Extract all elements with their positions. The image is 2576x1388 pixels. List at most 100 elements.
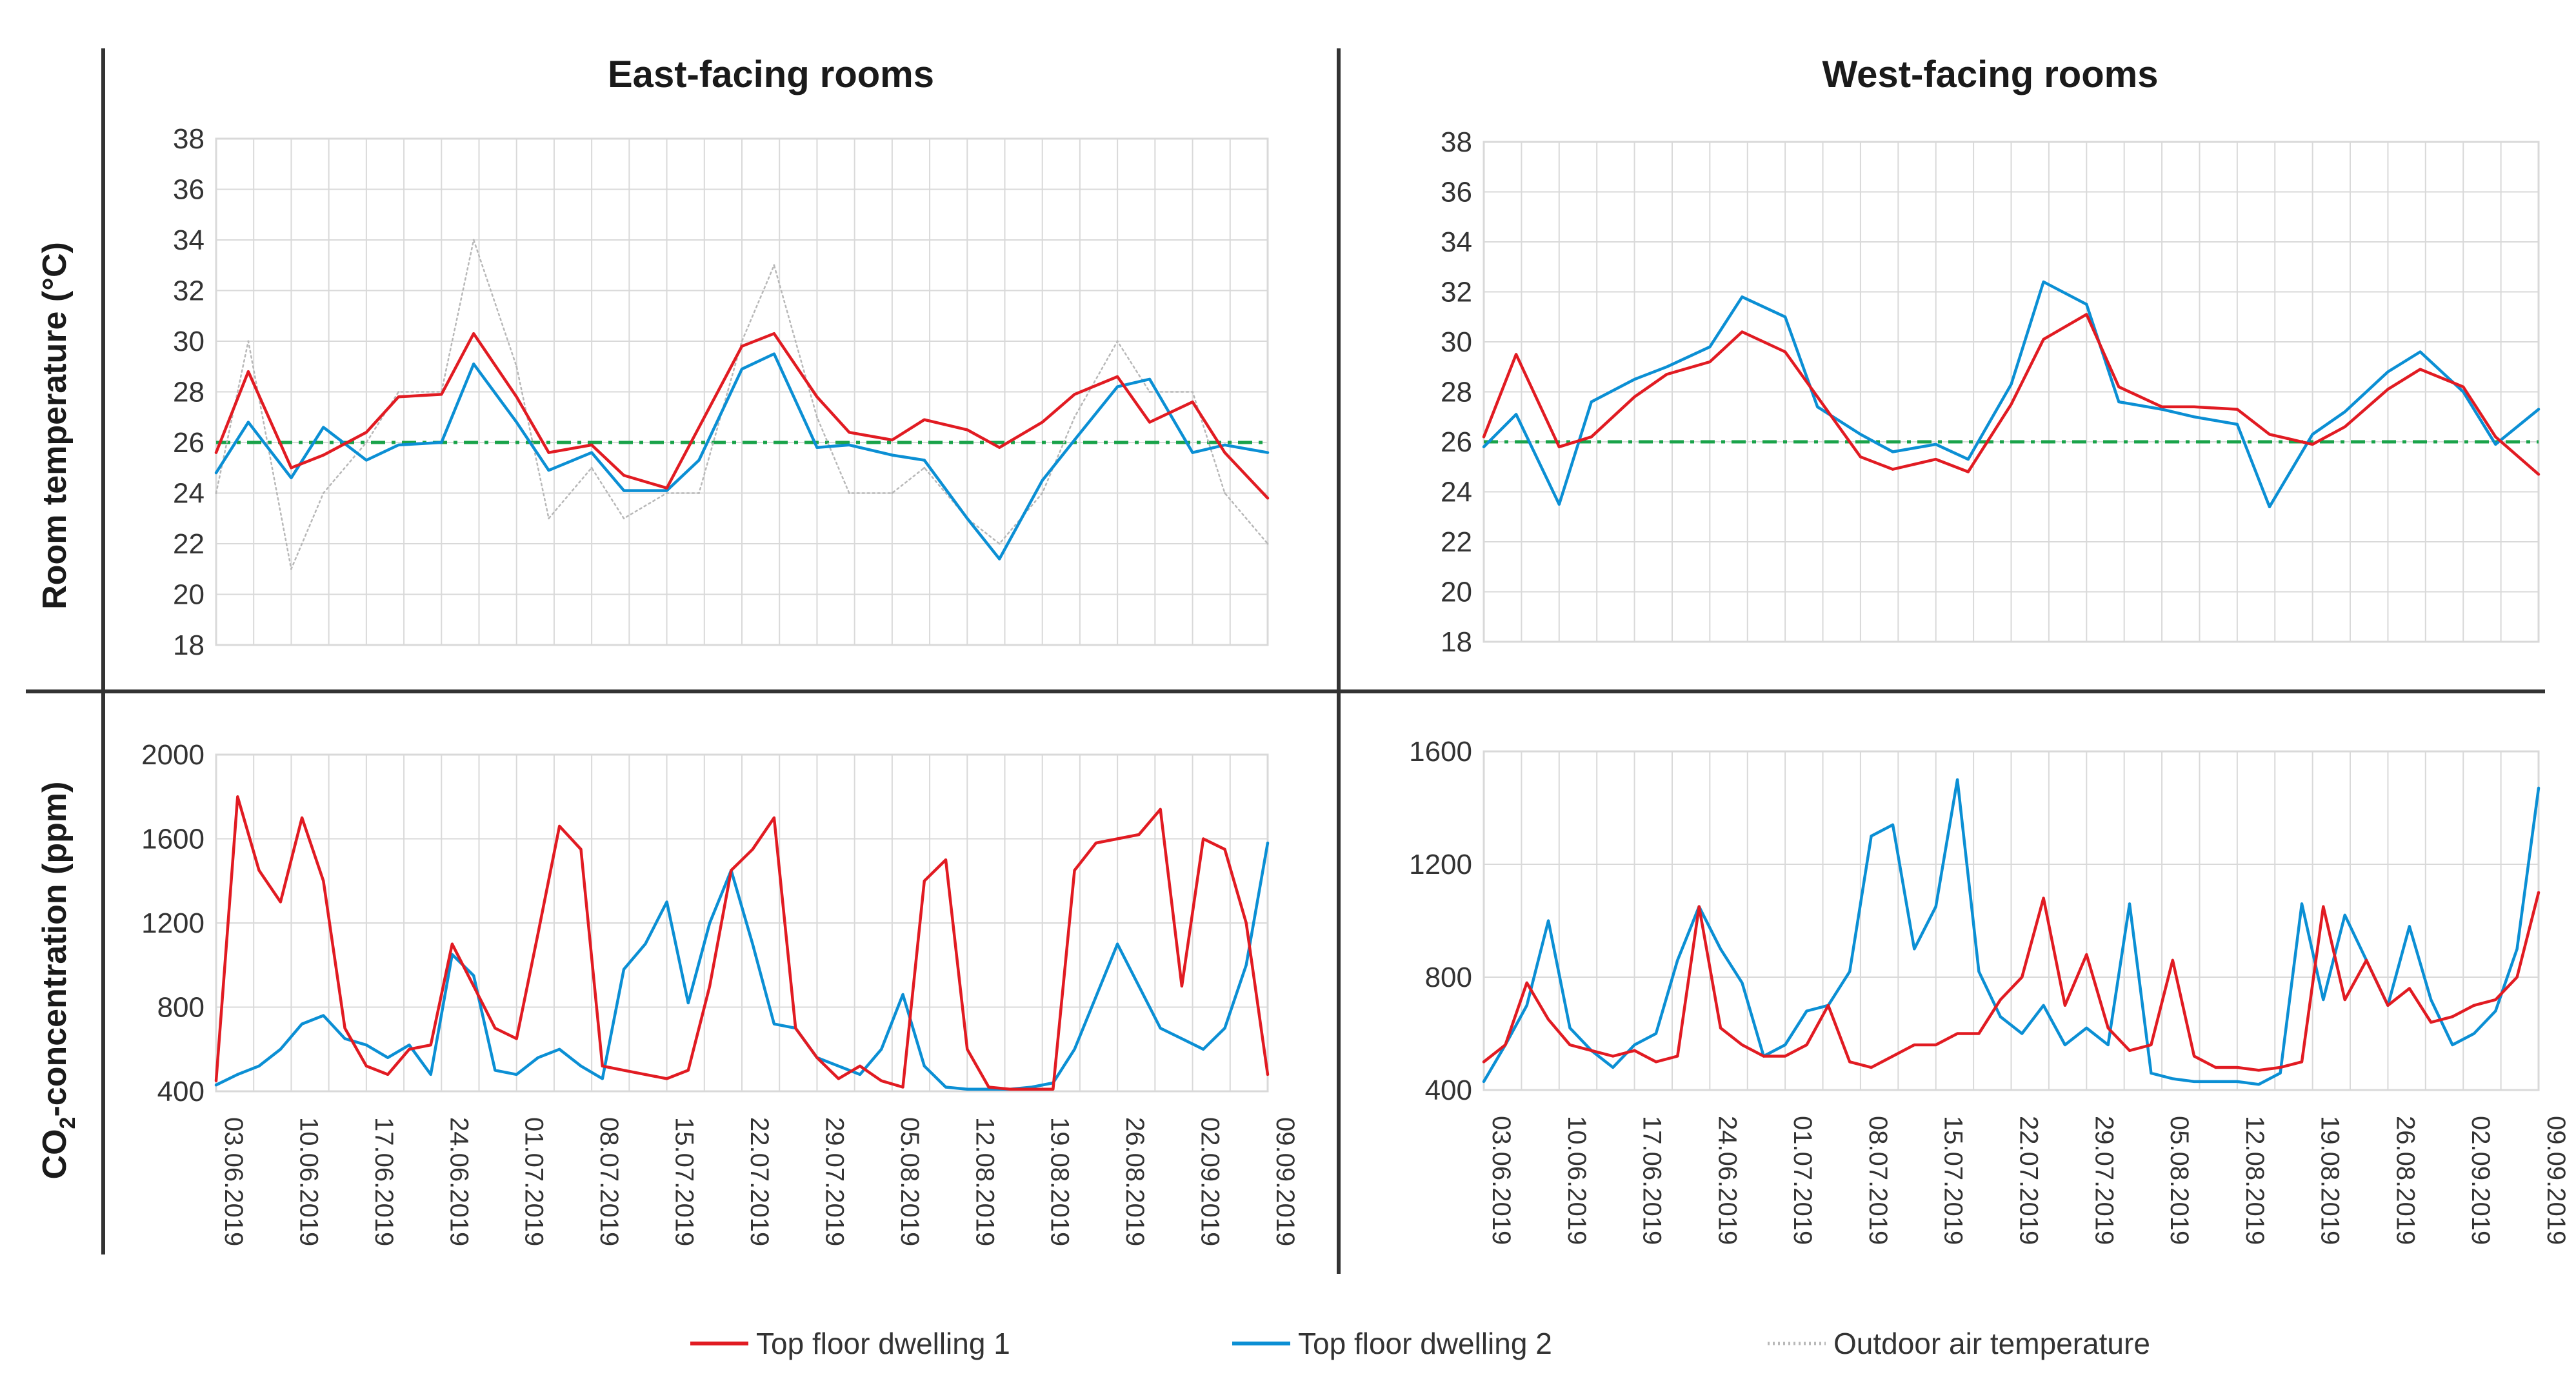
y-tick-label: 22 [173, 528, 205, 560]
y-tick-label: 28 [1441, 377, 1472, 408]
data-point-dwelling1 [472, 332, 475, 335]
data-point-dwelling1 [1870, 1066, 1873, 1069]
data-point-dwelling2 [279, 1048, 282, 1051]
data-point-outdoor [247, 340, 250, 342]
data-point-dwelling2 [2311, 433, 2314, 435]
data-point-dwelling1 [2010, 403, 2012, 406]
data-point-dwelling2 [848, 444, 850, 446]
data-point-dwelling2 [1935, 443, 1937, 446]
data-point-dwelling2 [1245, 964, 1248, 966]
data-point-dwelling1 [344, 1027, 346, 1029]
data-point-dwelling2 [2085, 303, 2088, 306]
data-point-dwelling1 [1266, 497, 1269, 499]
y-tick-label: 28 [173, 377, 205, 408]
data-point-dwelling2 [2042, 281, 2045, 283]
data-point-dwelling2 [1741, 295, 1743, 298]
data-point-dwelling2 [1192, 451, 1194, 454]
data-point-dwelling1 [408, 1048, 410, 1051]
y-tick-label: 38 [173, 123, 205, 155]
co2-suffix: -concentration (ppm) [36, 782, 74, 1117]
data-point-dwelling1 [1666, 373, 1668, 375]
data-point-dwelling2 [1892, 451, 1894, 453]
data-point-dwelling2 [2021, 1033, 2023, 1035]
data-point-dwelling1 [794, 1027, 797, 1029]
data-point-dwelling1 [752, 848, 754, 851]
y-tick-label: 36 [1441, 177, 1472, 208]
series-line-dwelling1 [214, 795, 1270, 1091]
x-tick-label: 01.07.2019 [520, 1117, 548, 1246]
data-point-dwelling1 [1009, 1088, 1012, 1091]
data-point-dwelling1 [472, 985, 475, 987]
x-tick-label: 17.06.2019 [1638, 1116, 1666, 1245]
data-point-dwelling2 [215, 1084, 217, 1086]
data-point-dwelling2 [1159, 1027, 1162, 1029]
data-point-dwelling1 [2365, 959, 2368, 962]
data-point-dwelling2 [2193, 415, 2195, 418]
data-point-dwelling1 [966, 1048, 968, 1051]
data-point-dwelling1 [1655, 1060, 1657, 1063]
data-point-dwelling2 [440, 441, 443, 444]
data-point-outdoor [1073, 416, 1076, 419]
data-point-dwelling1 [2268, 433, 2271, 435]
y-tick-label: 38 [1441, 126, 1472, 158]
data-point-dwelling2 [2279, 1072, 2282, 1075]
data-point-dwelling2 [1202, 1048, 1204, 1051]
data-point-dwelling1 [1052, 1088, 1054, 1091]
data-point-dwelling2 [2236, 1080, 2239, 1083]
data-point-dwelling2 [1483, 446, 1485, 448]
data-point-dwelling1 [1181, 985, 1183, 987]
x-tick-label: 02.09.2019 [1196, 1117, 1224, 1246]
data-point-dwelling1 [1073, 869, 1076, 871]
data-point-dwelling2 [601, 1077, 604, 1080]
data-point-dwelling1 [1192, 401, 1194, 403]
data-point-dwelling2 [2537, 787, 2540, 789]
data-point-dwelling2 [494, 1069, 496, 1071]
data-point-dwelling1 [1116, 375, 1119, 378]
data-point-dwelling1 [1159, 808, 1162, 811]
x-tick-label: 19.08.2019 [2316, 1116, 2344, 1245]
data-point-dwelling1 [1547, 1018, 1550, 1021]
y-tick-label: 18 [1441, 626, 1472, 658]
data-point-dwelling1 [515, 395, 518, 398]
data-point-dwelling2 [1676, 959, 1679, 962]
data-point-dwelling2 [2128, 902, 2131, 905]
x-tick-label: 29.07.2019 [820, 1117, 848, 1246]
data-point-dwelling1 [1956, 1033, 1959, 1035]
data-point-dwelling2 [1030, 1086, 1033, 1088]
data-point-dwelling1 [2386, 388, 2389, 391]
data-point-dwelling2 [644, 943, 646, 946]
data-point-dwelling1 [2322, 906, 2324, 908]
data-point-dwelling1 [558, 825, 561, 828]
data-point-dwelling2 [515, 1073, 518, 1076]
data-point-outdoor [815, 416, 818, 419]
data-point-dwelling2 [2537, 408, 2540, 411]
data-point-dwelling1 [1224, 848, 1226, 851]
data-point-dwelling1 [1590, 435, 1593, 438]
y-tick-label: 20 [1441, 577, 1472, 608]
data-point-dwelling2 [408, 1044, 410, 1046]
data-point-dwelling1 [1515, 353, 1517, 355]
data-point-dwelling1 [2494, 998, 2497, 1001]
data-point-outdoor [666, 492, 668, 494]
data-point-dwelling1 [988, 1086, 990, 1088]
data-point-dwelling1 [601, 1065, 604, 1067]
data-point-dwelling1 [815, 1056, 818, 1059]
data-point-dwelling1 [2064, 1004, 2066, 1007]
data-point-dwelling2 [2322, 998, 2324, 1001]
data-point-dwelling2 [2473, 1033, 2475, 1035]
data-point-dwelling1 [815, 395, 818, 398]
data-point-dwelling2 [752, 943, 754, 946]
data-point-dwelling2 [1569, 1027, 1571, 1029]
data-point-dwelling1 [1558, 446, 1561, 448]
data-point-dwelling1 [1266, 1073, 1269, 1076]
x-tick-label: 26.08.2019 [1121, 1117, 1149, 1246]
data-point-dwelling2 [773, 1023, 775, 1026]
data-point-dwelling1 [623, 474, 625, 477]
data-point-dwelling2 [2344, 914, 2346, 917]
data-point-dwelling2 [2215, 1080, 2217, 1083]
x-tick-label: 26.08.2019 [2391, 1116, 2419, 1245]
data-point-dwelling2 [1224, 444, 1226, 446]
data-point-dwelling2 [2010, 383, 2012, 386]
data-point-dwelling1 [386, 1073, 389, 1076]
data-point-dwelling1 [1224, 451, 1226, 454]
